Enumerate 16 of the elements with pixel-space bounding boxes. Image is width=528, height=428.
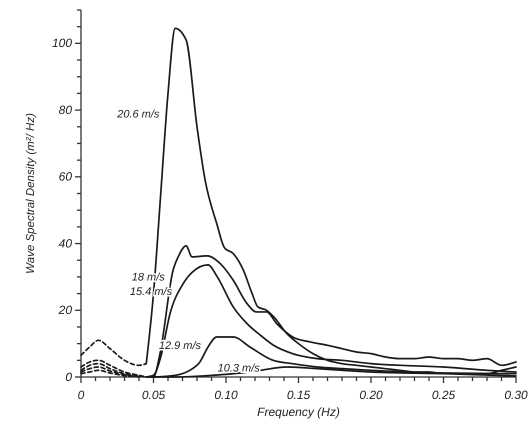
x-tick-label: 0.30 [504, 388, 528, 402]
x-tick-label: 0.15 [286, 388, 310, 402]
x-tick-label: 0.20 [359, 388, 383, 402]
x-tick-label: 0 [78, 388, 85, 402]
y-tick-label: 40 [58, 236, 72, 250]
y-tick-label: 60 [58, 170, 72, 184]
y-tick-label: 20 [58, 303, 72, 318]
y-tick-label: 100 [52, 36, 72, 50]
x-tick-label: 0.25 [432, 388, 456, 402]
y-tick-label: 80 [58, 102, 72, 117]
series-label: 20.6 m/s [116, 108, 160, 121]
x-tick-label: 0.10 [214, 388, 238, 402]
x-tick-label: 0.05 [142, 388, 166, 402]
y-tick-label: 0 [65, 370, 72, 384]
x-axis-title: Frequency (Hz) [257, 405, 340, 419]
y-axis-title: Wave Spectral Density (m²/ Hz) [25, 112, 37, 274]
